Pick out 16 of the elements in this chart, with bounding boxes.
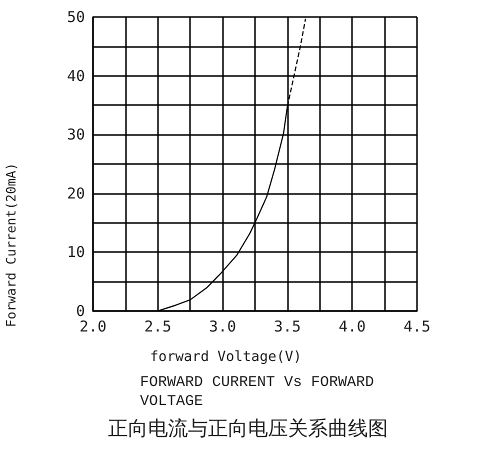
y-tick-label: 10: [66, 243, 85, 262]
y-tick-label: 20: [66, 184, 85, 202]
x-tick-label: 3.0: [209, 318, 236, 336]
x-tick-label: 4.5: [403, 318, 431, 336]
x-tick-label: 3.5: [274, 318, 301, 336]
text: 正向电流与正向电压关系曲线图: [108, 416, 388, 440]
x-axis-title: forward Voltage(V): [150, 349, 302, 365]
y-tick-label: 0: [76, 302, 85, 320]
x-tick-label: 2.0: [79, 318, 107, 336]
y-tick-label: 50: [66, 8, 85, 26]
x-tick-label: 4.0: [338, 318, 366, 336]
x-tick-label: 2.5: [144, 318, 172, 336]
y-axis-title: Forward Current(20mA): [4, 162, 20, 328]
y-tick-label: 40: [66, 66, 85, 85]
text: FORWARD CURRENT Vs FORWARD VOLTAGE: [140, 374, 384, 410]
y-tick-label: 30: [66, 126, 85, 144]
